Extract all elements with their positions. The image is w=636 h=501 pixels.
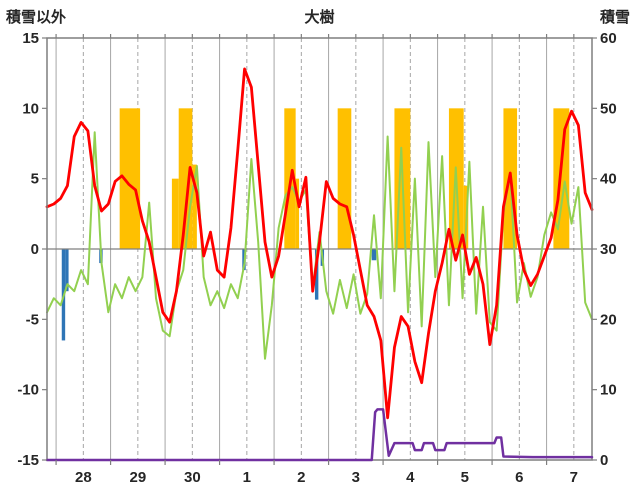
y-right-tick-label: 40 bbox=[600, 171, 617, 188]
blue-precip-bars-segment bbox=[65, 249, 69, 292]
y-right-tick-label: 30 bbox=[600, 241, 617, 258]
chart-title: 大樹 bbox=[304, 9, 335, 26]
y-right-tick-label: 10 bbox=[600, 382, 617, 399]
red-line bbox=[45, 67, 594, 420]
y-right-tick-label: 20 bbox=[600, 311, 617, 328]
x-day-label: 3 bbox=[352, 469, 360, 486]
y-left-tick-label: -10 bbox=[17, 382, 39, 399]
blue-precip-bars-segment bbox=[371, 249, 377, 261]
y-left-tick-label: 10 bbox=[22, 100, 39, 117]
x-day-label: 6 bbox=[515, 469, 523, 486]
y-left-tick-label: -5 bbox=[26, 311, 39, 328]
x-day-label: 28 bbox=[75, 469, 92, 486]
x-day-label: 2 bbox=[297, 469, 305, 486]
purple-snow-line bbox=[45, 408, 594, 462]
blue-precip-bars-segment bbox=[314, 249, 319, 300]
left-axis-title: 積雪以外 bbox=[6, 9, 67, 26]
x-day-label: 29 bbox=[129, 469, 146, 486]
y-right-tick-label: 0 bbox=[600, 452, 608, 469]
x-day-label: 7 bbox=[570, 469, 578, 486]
axis-ticks bbox=[42, 34, 597, 465]
y-left-tick-label: 15 bbox=[22, 30, 39, 47]
orange-sunshine-bars-segment bbox=[295, 178, 300, 249]
y-left-tick-label: -15 bbox=[17, 452, 39, 469]
orange-sunshine-bars-segment bbox=[119, 108, 141, 249]
y-left-tick-label: 5 bbox=[31, 171, 39, 188]
y-right-tick-label: 60 bbox=[600, 30, 617, 47]
y-right-tick-label: 50 bbox=[600, 100, 617, 117]
orange-sunshine-bars-segment bbox=[171, 178, 179, 249]
x-day-label: 5 bbox=[461, 469, 469, 486]
x-day-label: 1 bbox=[243, 469, 251, 486]
orange-sunshine-bars-segment bbox=[337, 108, 352, 249]
orange-sunshine-bars-segment bbox=[192, 164, 197, 249]
x-day-label: 4 bbox=[406, 469, 415, 486]
x-day-label: 30 bbox=[184, 469, 201, 486]
right-axis-title: 積雪 bbox=[599, 9, 630, 26]
y-left-tick-label: 0 bbox=[31, 241, 39, 258]
